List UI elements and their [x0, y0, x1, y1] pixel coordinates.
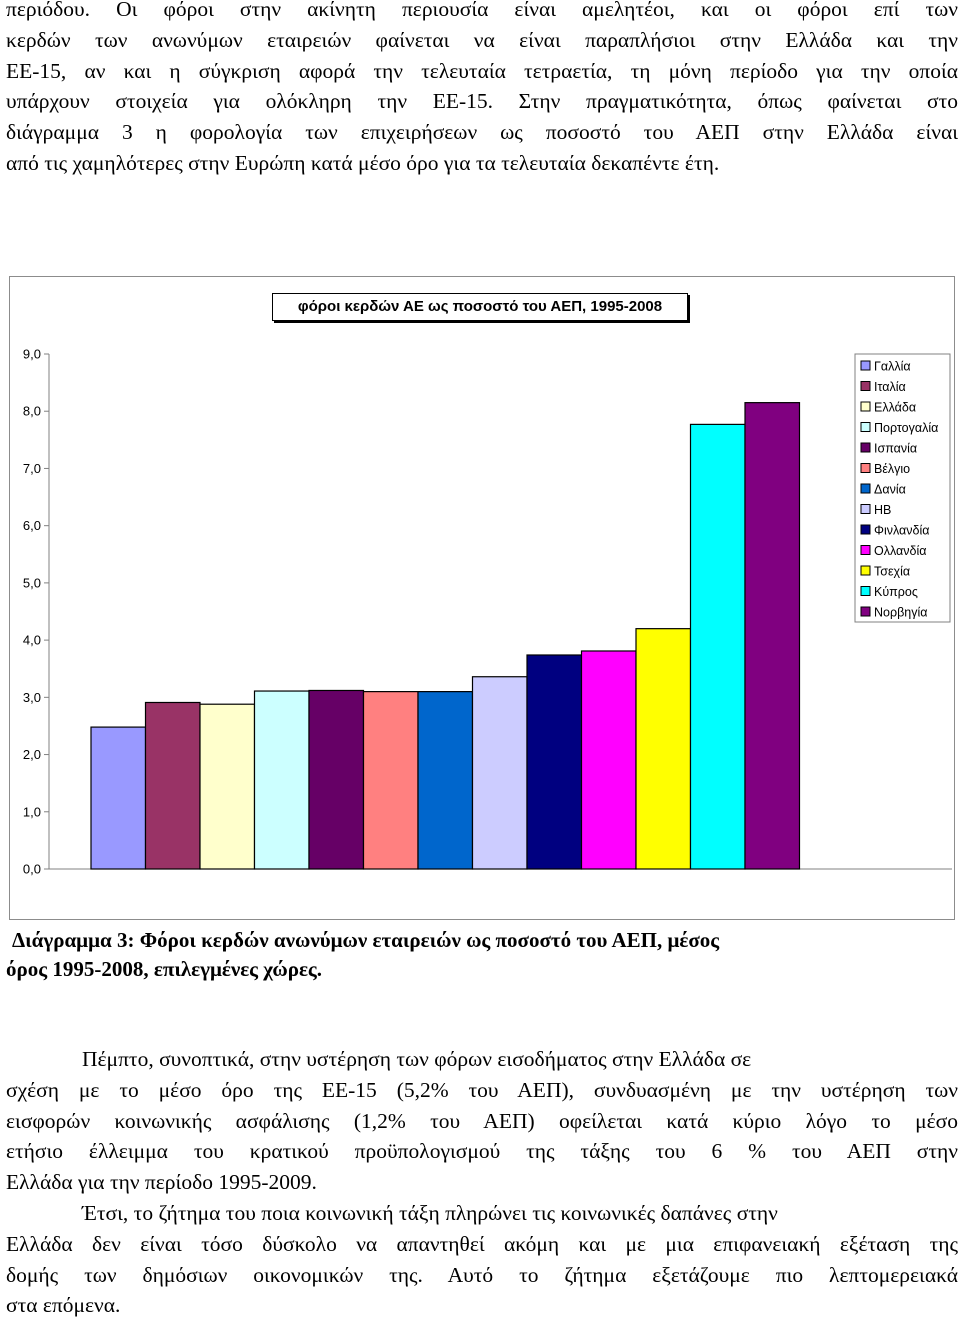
y-tick-label: 6,0 — [23, 518, 41, 533]
bar-1 — [90, 726, 147, 870]
y-tick-label: 0,0 — [23, 862, 41, 877]
legend-label: Ολλανδία — [874, 544, 926, 558]
text-line: Πέμπτο, συνοπτικά, στην υστέρηση των φόρ… — [82, 1047, 752, 1071]
text-line: εισφορών κοινωνικής ασφάλισης (1,2% του … — [6, 1108, 958, 1133]
bar-5 — [308, 689, 365, 870]
text-line: Ελλάδα για την περίοδο 1995-2009. — [6, 1170, 317, 1195]
legend-label: Ιταλία — [874, 380, 906, 394]
text-line: περιόδου. Οι φόροι στην ακίνητη περιουσί… — [6, 0, 958, 21]
legend-swatch — [860, 545, 871, 555]
text-line: ετήσιο έλλειμμα του κρατικού προϋπολογισ… — [6, 1139, 958, 1164]
legend-label: Δανία — [874, 483, 906, 497]
caption-line: Διάγραμμα 3: Φόροι κερδών ανωνύμων εταιρ… — [12, 928, 720, 952]
legend-label: Τσεχία — [874, 565, 910, 579]
y-tick-label: 9,0 — [23, 347, 41, 362]
y-tick-label: 7,0 — [23, 461, 41, 476]
text-line: στα επόμενα. — [6, 1293, 121, 1318]
y-tick-label: 3,0 — [23, 690, 41, 705]
legend-label: ΗΒ — [874, 503, 891, 517]
legend-swatch — [860, 401, 871, 412]
bar-10 — [580, 650, 637, 870]
legend-box — [854, 353, 951, 623]
y-tick-label: 8,0 — [23, 404, 41, 419]
bar-13 — [744, 402, 801, 870]
bar-7 — [417, 691, 474, 870]
legend-swatch — [860, 463, 871, 473]
y-tick-label: 5,0 — [23, 575, 41, 590]
body-paragraph-2: Πέμπτο, συνοπτικά, στην υστέρηση των φόρ… — [6, 1044, 958, 1321]
text-line: Έτσι, το ζήτημα του ποια κοινωνική τάξη … — [82, 1200, 778, 1225]
legend-label: Γαλλία — [874, 360, 911, 374]
bar-3 — [199, 703, 256, 870]
chart-title: φόροι κερδών ΑΕ ως ποσοστό του ΑΕΠ, 1995… — [272, 293, 688, 321]
text-line: διάγραμμα 3 η φορολογία των επιχειρήσεων… — [6, 120, 958, 145]
legend-label: Βέλγιο — [874, 462, 910, 476]
legend-label: Ελλάδα — [874, 401, 916, 415]
legend-swatch — [860, 483, 871, 494]
text-line: από τις χαμηλότερες στην Ευρώπη κατά μέσ… — [6, 150, 720, 175]
text-line: ΕΕ-15, αν και η σύγκριση αφορά την τελευ… — [6, 58, 958, 83]
caption-line: όρος 1995-2008, επιλεγμένες χώρες. — [6, 957, 323, 981]
text-line: υπάρχουν στοιχεία για ολόκληρη την ΕΕ-15… — [6, 89, 958, 114]
legend-label: Πορτογαλία — [874, 421, 938, 435]
legend-label: Ισπανία — [874, 442, 917, 456]
bar-9 — [526, 654, 583, 870]
legend-swatch — [860, 606, 871, 617]
bar-6 — [362, 691, 419, 870]
legend-swatch — [860, 504, 871, 514]
y-tick-label: 2,0 — [23, 747, 41, 762]
bar-8 — [471, 676, 528, 870]
text-line: σχέση με το μέσο όρο της ΕΕ-15 (5,2% του… — [6, 1077, 958, 1102]
y-tick-label: 4,0 — [23, 633, 41, 648]
bar-2 — [144, 701, 201, 870]
text-line: Ελλάδα δεν είναι τόσο δύσκολο να απαντηθ… — [6, 1231, 958, 1256]
legend-swatch — [860, 422, 871, 432]
legend-label: Κύπρος — [874, 585, 918, 599]
legend-swatch — [860, 442, 871, 453]
bar-12 — [689, 423, 746, 870]
bar-11 — [635, 628, 692, 870]
legend-label: Φινλανδία — [874, 524, 930, 538]
legend-swatch — [860, 360, 871, 371]
figure-caption: Διάγραμμα 3: Φόροι κερδών ανωνύμων εταιρ… — [6, 926, 946, 984]
bar-4 — [253, 690, 310, 870]
legend-swatch — [860, 586, 871, 596]
y-tick-label: 1,0 — [23, 804, 41, 819]
legend-swatch — [860, 565, 871, 576]
text-line: κερδών των ανωνύμων εταιρειών φαίνεται ν… — [6, 27, 958, 52]
intro-paragraph: περιόδου. Οι φόροι στην ακίνητη περιουσί… — [6, 0, 958, 179]
legend-swatch — [860, 381, 871, 391]
legend-label: Νορβηγία — [874, 606, 928, 620]
legend-swatch — [860, 524, 871, 535]
bar-chart: 0,0 1,0 2,0 3,0 4,0 5,0 6,0 7,0 8,0 9,0 Γαλλία Ιταλ… — [23, 347, 952, 877]
text-line: δομής των δημόσιων οικονομικών της. Αυτό… — [6, 1262, 958, 1287]
